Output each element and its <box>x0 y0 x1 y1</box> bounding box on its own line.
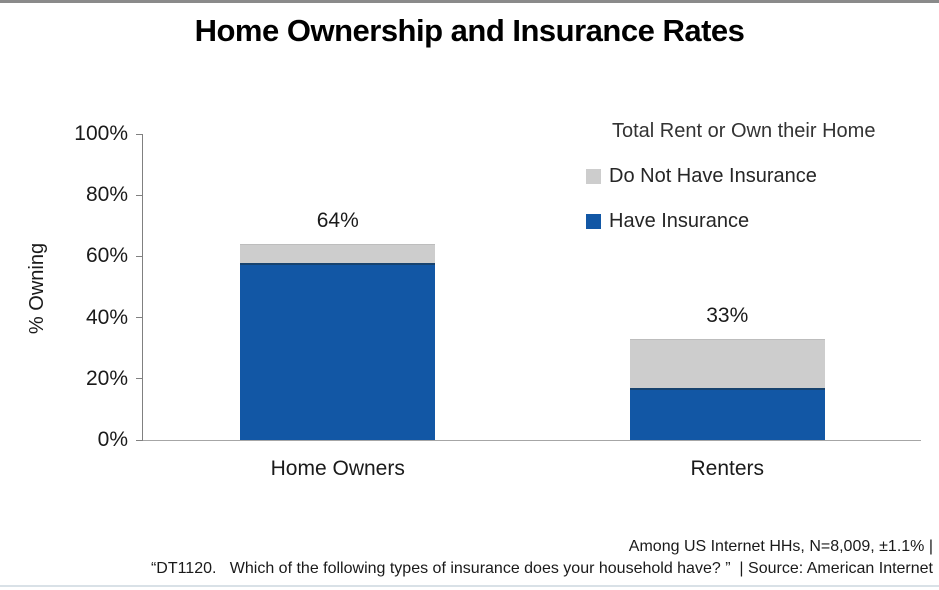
bar-segment-have-insurance <box>240 262 436 440</box>
bar-segment-do-not-have-insurance <box>629 339 825 388</box>
x-axis-label: Home Owners <box>270 457 405 480</box>
y-tick-mark <box>136 133 143 135</box>
x-axis-label: Renters <box>690 457 765 480</box>
legend-item-do-not-have-insurance: Do Not Have Insurance <box>586 165 875 188</box>
legend: Total Rent or Own their Home Do Not Have… <box>586 120 875 233</box>
bar-segment-have-insurance <box>629 387 825 440</box>
bar-total-label: 64% <box>316 209 359 233</box>
y-tick-label: 100% <box>74 122 128 145</box>
y-tick-label: 60% <box>85 244 128 268</box>
y-tick-label: 0% <box>97 428 128 451</box>
top-border <box>0 0 939 3</box>
plot-area: 0% 20% 40% 60% 80% 100% 64% Home Owners 33% Rente… <box>74 123 921 480</box>
legend-item-have-insurance: Have Insurance <box>586 210 875 233</box>
y-tick-label: 40% <box>85 305 128 329</box>
bar-column-home-owners <box>240 244 436 440</box>
legend-item-label: Have Insurance <box>609 210 750 232</box>
bottom-border <box>0 585 939 587</box>
bar-segment-do-not-have-insurance <box>240 244 436 263</box>
y-tick-label: 80% <box>85 183 128 207</box>
y-tick-mark <box>136 439 143 441</box>
y-axis-title: % Owning <box>16 135 60 441</box>
y-tick-mark <box>136 194 143 196</box>
chart-title: Home Ownership and Insurance Rates <box>194 13 745 48</box>
bar-total-label: 33% <box>706 304 749 328</box>
source-note-line1: Among US Internet HHs, N=8,009, ±1.1% | <box>628 538 933 555</box>
blue-swatch-icon <box>586 214 601 229</box>
legend-title: Total Rent or Own their Home <box>612 120 876 142</box>
y-tick-mark <box>136 255 143 257</box>
y-tick-mark <box>136 317 143 319</box>
gray-swatch-icon <box>586 169 601 184</box>
y-tick-mark <box>136 378 143 380</box>
legend-item-label: Do Not Have Insurance <box>609 165 817 187</box>
source-note-line2: “DT1120. Which of the following types of… <box>150 560 933 577</box>
source-note: Among US Internet HHs, N=8,009, ±1.1% | … <box>151 536 933 580</box>
y-tick-label: 20% <box>85 366 128 390</box>
bar-column-renters <box>629 339 825 440</box>
